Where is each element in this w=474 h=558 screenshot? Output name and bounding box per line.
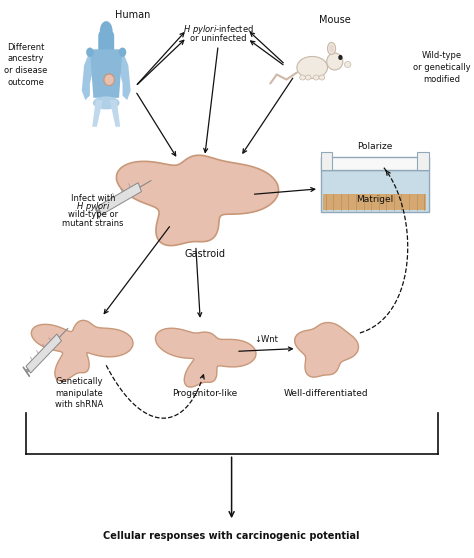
Ellipse shape xyxy=(297,56,328,79)
Text: mutant strains: mutant strains xyxy=(62,219,124,228)
Ellipse shape xyxy=(305,75,311,80)
Text: Cellular responses with carcinogenic potential: Cellular responses with carcinogenic pot… xyxy=(103,531,360,541)
Text: Human: Human xyxy=(115,9,151,20)
Polygon shape xyxy=(92,100,103,127)
Ellipse shape xyxy=(313,75,319,80)
FancyBboxPatch shape xyxy=(323,194,427,210)
Ellipse shape xyxy=(118,47,126,57)
Ellipse shape xyxy=(319,75,325,80)
Text: Polarize: Polarize xyxy=(357,142,392,151)
Text: Gastroid: Gastroid xyxy=(184,249,225,259)
Circle shape xyxy=(339,56,342,59)
Polygon shape xyxy=(321,152,332,170)
Text: Wild-type
or genetically
modified: Wild-type or genetically modified xyxy=(413,51,471,84)
Text: Genetically
manipulate
with shRNA: Genetically manipulate with shRNA xyxy=(55,377,103,410)
Polygon shape xyxy=(155,328,256,387)
FancyBboxPatch shape xyxy=(321,170,428,212)
Text: $\it{H\ pylori}$-infected: $\it{H\ pylori}$-infected xyxy=(182,23,254,36)
Ellipse shape xyxy=(345,61,351,68)
Text: or uninfected: or uninfected xyxy=(190,34,246,43)
Polygon shape xyxy=(295,323,358,377)
Text: Infect with: Infect with xyxy=(71,194,115,203)
Polygon shape xyxy=(26,369,29,372)
Ellipse shape xyxy=(300,75,305,80)
Ellipse shape xyxy=(329,45,334,52)
Polygon shape xyxy=(98,182,141,215)
Text: Mouse: Mouse xyxy=(319,15,350,25)
Ellipse shape xyxy=(86,47,94,57)
Polygon shape xyxy=(109,100,120,127)
Ellipse shape xyxy=(93,97,119,109)
FancyBboxPatch shape xyxy=(321,157,428,170)
Polygon shape xyxy=(23,367,30,377)
Polygon shape xyxy=(94,206,100,218)
Text: Matrigel: Matrigel xyxy=(356,195,393,204)
FancyBboxPatch shape xyxy=(98,31,114,55)
Text: Different
ancestry
or disease
outcome: Different ancestry or disease outcome xyxy=(4,42,47,87)
Text: $\it{H\ pylori}$: $\it{H\ pylori}$ xyxy=(75,200,110,213)
Text: Progenitor-like: Progenitor-like xyxy=(172,388,237,398)
Polygon shape xyxy=(82,51,95,100)
Ellipse shape xyxy=(327,53,343,70)
Ellipse shape xyxy=(104,74,114,85)
Text: Well-differentiated: Well-differentiated xyxy=(283,388,368,398)
Polygon shape xyxy=(26,334,62,373)
Text: ↓Wnt: ↓Wnt xyxy=(254,335,278,344)
Text: wild-type or: wild-type or xyxy=(68,210,118,219)
Polygon shape xyxy=(118,51,131,100)
Polygon shape xyxy=(31,320,133,381)
Polygon shape xyxy=(97,209,100,213)
Polygon shape xyxy=(418,152,428,170)
Polygon shape xyxy=(117,155,279,246)
Ellipse shape xyxy=(328,42,336,55)
Polygon shape xyxy=(90,49,122,98)
Ellipse shape xyxy=(100,21,113,41)
